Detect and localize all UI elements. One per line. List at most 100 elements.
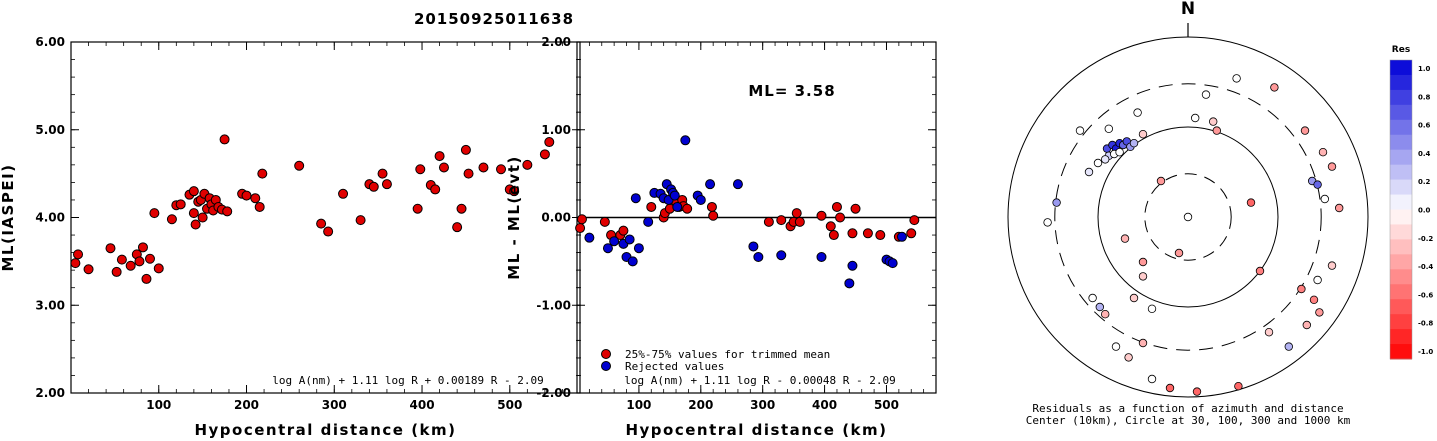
colorbar-segment [1390,179,1412,196]
panel1-xtick-label: 400 [410,398,435,412]
colorbar-segment [1390,329,1412,345]
panel1-point [190,219,201,230]
panel2-rejected-point [705,179,716,190]
panel2-rejected-point [695,194,706,205]
panel2-y-axis-label: ML - ML(evt) [505,155,523,279]
panel1-point [294,160,305,171]
polar-point [1297,284,1306,294]
colorbar-tick-label: 0.0 [1418,207,1431,215]
polar-point [1043,218,1052,227]
panel2-trimmed-point [575,223,586,234]
panel2-trimmed-point [708,210,719,221]
polar-point [1138,272,1148,281]
panel1-point [70,258,81,269]
panel2-xtick-label: 500 [874,398,899,412]
panel2-trimmed-point [706,201,717,212]
polar-point [1129,293,1139,303]
panel1-point [430,184,441,195]
panel2-ytick-label: -1.00 [536,298,571,312]
polar-point [1284,342,1293,351]
panel2-rejected-point [672,201,683,212]
polar-point [1334,203,1344,213]
panel2-trimmed-point [791,208,802,219]
panel1-point [478,162,489,173]
panel2-trimmed-point [828,230,839,241]
panel2-formula: log A(nm) + 1.11 log R - 0.00048 R - 2.0… [624,374,896,387]
legend-rejected-marker [601,361,611,371]
panel1-ytick-label: 6.00 [35,35,65,49]
panel1-point [137,242,148,253]
panel2-trimmed-point [646,201,657,212]
panel1-point [257,168,268,179]
panel1-point [377,168,388,179]
polar-circle-300km [1054,83,1322,351]
panel1-formula: log A(nm) + 1.11 log R + 0.00189 R - 2.0… [272,374,544,387]
panel1-point [412,203,423,214]
panel2-trimmed-point [825,221,836,232]
panel1-ytick-label: 3.00 [35,298,65,312]
panel2-rejected-point [643,216,654,227]
colorbar-segment [1390,224,1412,240]
panel1-ytick-label: 2.00 [35,386,65,400]
polar-point [1088,293,1097,303]
panel2-rejected-point [669,190,680,201]
colorbar-tick-label: -0.2 [1418,235,1433,243]
polar-point [1264,328,1274,337]
panel2-rejected-point [680,135,691,146]
colorbar-tick-label: 1.0 [1418,65,1431,73]
colorbar-title: Res [1392,45,1410,55]
panel1-point [544,137,555,148]
polar-point [1313,275,1322,285]
panel1-point [166,214,177,225]
polar-point [1100,310,1110,319]
panel1-point [316,218,327,229]
colorbar-segment [1390,284,1412,300]
polar-point [1147,374,1157,384]
colorbar-segment [1390,74,1412,91]
panel1-point [456,203,467,214]
polar-caption-line2: Center (10km), Circle at 30, 100, 300 an… [1026,414,1351,427]
polar-point [1255,266,1265,276]
panel1-point [438,162,449,173]
colorbar-frame [1389,59,1413,360]
panel2-rejected-point [776,250,787,261]
colorbar-segment [1390,269,1412,285]
colorbar-segment [1390,194,1412,210]
panel2-x-axis-label: Hypocentral distance (km) [625,421,887,439]
panel2-ytick-label: 1.00 [541,123,571,137]
panel1-point [522,159,533,170]
colorbar-segment [1390,239,1412,255]
panel2-rejected-point [624,234,635,245]
legend-trimmed-label: 25%-75% values for trimmed mean [625,348,830,361]
polar-point [1120,234,1130,243]
panel1-point [368,181,379,192]
polar-point [1133,108,1142,117]
panel2-trimmed-point [909,215,920,226]
panel1-point [355,215,366,226]
colorbar-tick-label: -1.0 [1418,348,1433,356]
panel2-rejected-point [732,179,743,190]
panel1-point [219,134,230,145]
polar-point [1075,126,1085,135]
panel2-rejected-point [753,251,764,262]
colorbar-segment [1390,209,1412,225]
panel1-point [323,226,334,237]
polar-point [1300,126,1310,135]
panel1-x-axis-label: Hypocentral distance (km) [194,421,456,439]
panel2-xtick-label: 200 [688,398,713,412]
polar-point [1095,302,1104,312]
panel2-trimmed-point [776,215,787,226]
panel1-point [509,186,520,197]
colorbar-tick-label: -0.8 [1418,320,1433,328]
panel2-trimmed-point [831,201,842,212]
panel2-xtick-label: 300 [750,398,775,412]
polar-point [1190,113,1200,123]
colorbar-segment [1390,134,1412,151]
panel1-point [338,188,349,199]
colorbar-segment [1390,119,1412,136]
colorbar-segment [1390,89,1412,106]
panel1-point [141,273,152,284]
colorbar-segment [1390,254,1412,270]
polar-point [1093,158,1103,168]
polar-point [1138,338,1148,348]
